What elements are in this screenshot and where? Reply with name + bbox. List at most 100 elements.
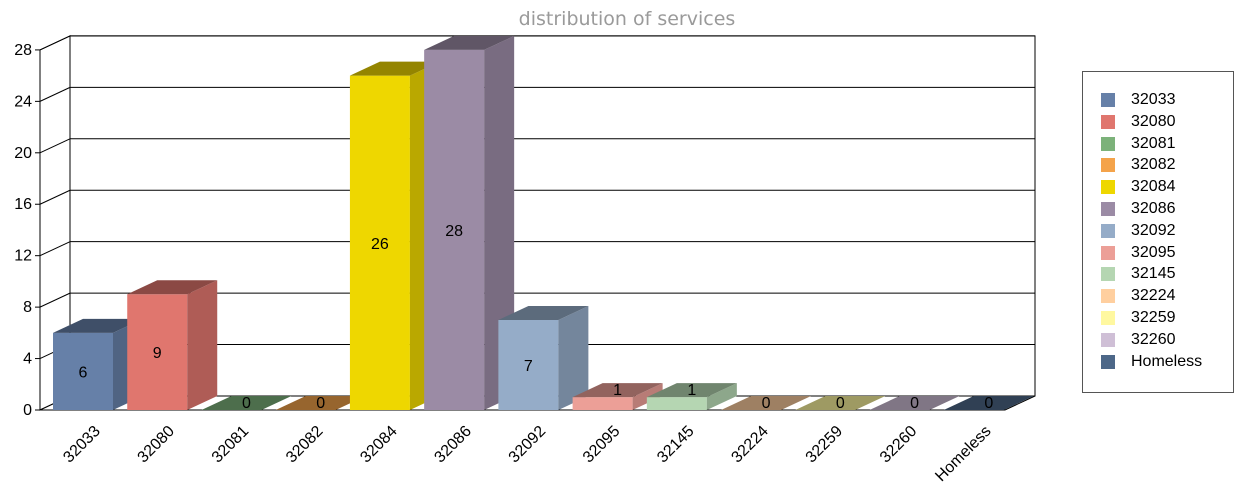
bar-side bbox=[558, 305, 589, 410]
bar-top bbox=[795, 396, 886, 410]
bar bbox=[498, 305, 589, 410]
bar bbox=[424, 35, 515, 411]
legend-swatch bbox=[1101, 93, 1115, 107]
legend-label: 32259 bbox=[1131, 309, 1176, 326]
data-label: 0 bbox=[316, 395, 325, 412]
bar-top bbox=[349, 61, 440, 76]
legend-label: 32080 bbox=[1131, 112, 1176, 130]
legend-item: Homeless bbox=[1101, 352, 1202, 372]
gridline-side bbox=[39, 189, 71, 205]
x-tick-label: Homeless bbox=[932, 423, 994, 485]
x-tick-label: 32092 bbox=[506, 423, 550, 467]
data-label: 28 bbox=[445, 223, 463, 240]
legend-item: 32082 bbox=[1101, 155, 1176, 175]
legend-swatch bbox=[1101, 114, 1115, 129]
y-tick-label: 20 bbox=[14, 145, 32, 162]
x-tick-label: 32081 bbox=[209, 423, 253, 467]
bar-top bbox=[53, 318, 143, 333]
x-tick-label: 32080 bbox=[135, 423, 179, 467]
gridline-side bbox=[39, 241, 71, 257]
chart-title: distribution of services bbox=[518, 8, 736, 30]
bar bbox=[795, 396, 886, 410]
y-tick-label: 16 bbox=[14, 196, 32, 213]
bar-top bbox=[721, 396, 812, 410]
legend-swatch bbox=[1101, 332, 1115, 347]
bar bbox=[201, 396, 292, 410]
legend-label: 32081 bbox=[1131, 134, 1176, 152]
legend-label: 32145 bbox=[1131, 265, 1176, 283]
gridline-side bbox=[39, 86, 71, 102]
data-label: 1 bbox=[687, 382, 696, 399]
bar bbox=[572, 383, 663, 410]
bar-top bbox=[201, 396, 292, 410]
bar bbox=[721, 396, 812, 410]
legend-item: 32033 bbox=[1101, 90, 1176, 110]
data-label: 1 bbox=[613, 382, 622, 399]
legend-item: 32259 bbox=[1101, 308, 1176, 328]
gridline-side bbox=[39, 292, 71, 308]
y-tick-label: 8 bbox=[23, 299, 32, 316]
legend-swatch bbox=[1101, 267, 1115, 282]
x-tick-label: 32086 bbox=[431, 423, 475, 467]
legend-item: 32086 bbox=[1101, 199, 1176, 219]
data-label: 6 bbox=[79, 364, 88, 381]
legend-item: 32092 bbox=[1101, 221, 1176, 241]
bar-top bbox=[275, 396, 366, 410]
bar-front bbox=[349, 75, 410, 410]
bar-side bbox=[632, 383, 663, 410]
legend-label: 32086 bbox=[1131, 200, 1176, 217]
legend-label: Homeless bbox=[1131, 352, 1203, 370]
legend-label: 32260 bbox=[1131, 330, 1176, 348]
bar-front bbox=[646, 397, 707, 410]
legend-label: 32082 bbox=[1131, 156, 1176, 174]
bar-top bbox=[646, 383, 737, 398]
legend-swatch bbox=[1101, 180, 1115, 195]
data-label: 0 bbox=[984, 395, 993, 412]
x-tick-label: 32095 bbox=[580, 423, 624, 467]
bar bbox=[275, 396, 366, 410]
data-label: 0 bbox=[836, 395, 845, 412]
bar-top bbox=[869, 396, 960, 410]
gridline-side bbox=[39, 35, 71, 51]
data-label: 0 bbox=[242, 395, 251, 412]
data-label: 7 bbox=[524, 358, 533, 375]
legend-swatch bbox=[1101, 354, 1115, 369]
y-tick-label: 4 bbox=[23, 351, 32, 368]
data-label: 26 bbox=[371, 236, 389, 253]
bar-top bbox=[127, 280, 218, 295]
legend-label: 32033 bbox=[1131, 91, 1176, 108]
data-label: 0 bbox=[910, 395, 919, 412]
legend-label: 32084 bbox=[1131, 178, 1176, 196]
legend-swatch bbox=[1101, 289, 1115, 304]
legend-item: 32095 bbox=[1101, 243, 1176, 263]
gridline-side bbox=[39, 138, 71, 154]
legend-swatch bbox=[1101, 202, 1115, 216]
legend-swatch bbox=[1101, 158, 1115, 173]
bar-front bbox=[572, 397, 633, 410]
bar-side bbox=[706, 383, 737, 410]
legend-swatch bbox=[1101, 223, 1115, 238]
x-tick-label: 32145 bbox=[654, 423, 698, 467]
legend-item: 32224 bbox=[1101, 286, 1176, 306]
bar-front bbox=[498, 319, 559, 410]
bar-top bbox=[943, 396, 1034, 410]
y-tick-label: 28 bbox=[14, 42, 32, 59]
x-tick-label: 32224 bbox=[728, 423, 772, 467]
legend-swatch bbox=[1101, 136, 1115, 151]
legend-swatch bbox=[1101, 311, 1115, 325]
bar bbox=[869, 396, 960, 410]
x-tick-label: 32033 bbox=[60, 423, 104, 467]
legend-swatch bbox=[1101, 245, 1115, 260]
bar-top bbox=[498, 305, 589, 320]
bar-front bbox=[53, 332, 113, 410]
x-tick-label: 32084 bbox=[357, 423, 401, 467]
bar-side bbox=[187, 280, 218, 410]
legend-item: 32084 bbox=[1101, 177, 1176, 197]
legend-item: 32081 bbox=[1101, 134, 1176, 154]
y-tick-label: 24 bbox=[14, 93, 32, 110]
y-tick-label: 12 bbox=[14, 248, 32, 265]
bar-front bbox=[127, 294, 188, 410]
legend-item: 32080 bbox=[1101, 112, 1176, 132]
legend-item: 32260 bbox=[1101, 330, 1176, 350]
bar bbox=[943, 396, 1034, 410]
